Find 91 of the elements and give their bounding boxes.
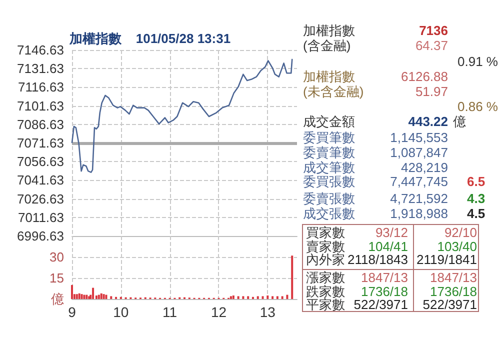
bar — [291, 256, 294, 299]
bar — [100, 293, 102, 299]
text: 1847/13 — [361, 270, 408, 285]
y-tick-label: 7041.63 — [17, 172, 64, 188]
y-tick-label: 7026.63 — [17, 191, 64, 206]
bar — [272, 296, 274, 299]
text: 522/3971 — [422, 297, 477, 312]
text: 委買張數 — [303, 174, 355, 189]
text: 漲家數 — [306, 270, 345, 285]
text: 成交張數 — [303, 206, 355, 221]
text: 賣家數 — [306, 239, 345, 254]
bar — [98, 294, 100, 299]
bar — [110, 296, 112, 299]
bar — [83, 294, 86, 299]
bar — [281, 296, 284, 299]
bar — [242, 296, 244, 299]
text: 6126.88 — [401, 69, 448, 84]
text: 428,219 — [401, 160, 448, 175]
bar — [286, 294, 288, 299]
text: 0.91 % — [458, 54, 498, 69]
text: 443.22 — [408, 114, 448, 129]
bar — [80, 294, 83, 299]
y-tick-label: 7056.63 — [17, 154, 64, 170]
text: (未含金融) — [303, 84, 364, 99]
bar — [71, 285, 73, 299]
text: 0.86 % — [458, 99, 498, 114]
text: 加權指數 — [303, 69, 355, 84]
bar — [78, 293, 80, 299]
line-series — [71, 58, 293, 173]
y-tick-label: 7131.63 — [17, 61, 64, 76]
text: 64.37 — [415, 38, 448, 53]
y-tick-label: 7116.63 — [18, 80, 64, 95]
bar — [105, 294, 108, 299]
bar — [76, 294, 78, 299]
bar — [266, 296, 269, 299]
y-tick-label: 7071.63 — [17, 136, 64, 150]
text: 買家數 — [306, 225, 345, 240]
y-tick-label: 6996.63 — [17, 228, 64, 244]
bar — [232, 296, 234, 299]
bar — [247, 296, 250, 299]
text: 7136 — [419, 23, 448, 38]
text: 1,087,847 — [390, 145, 448, 160]
text: 93/12 — [375, 225, 408, 240]
bar — [86, 294, 88, 299]
text: 4.5 — [467, 206, 486, 221]
text: 1,145,553 — [390, 130, 448, 145]
text: 1847/13 — [430, 270, 477, 285]
text: (含金融) — [303, 38, 351, 53]
text: 成交金額 — [303, 114, 355, 129]
y-tick-label: 7101.63 — [17, 98, 64, 114]
y-tick-label: 30 — [50, 250, 64, 264]
text: 委賣筆數 — [303, 145, 355, 160]
text: 成交筆數 — [303, 160, 355, 175]
y-tick-label: 7146.63 — [17, 42, 64, 58]
text: 跌家數 — [306, 284, 345, 299]
text: 51.97 — [415, 84, 448, 99]
y-tick-label: 7011.63 — [18, 210, 64, 225]
text: 億 — [453, 114, 466, 129]
text: 2119/1841 — [416, 252, 477, 267]
text: 內外家 — [306, 252, 345, 267]
bar — [102, 294, 105, 299]
y-tick-label: 億 — [51, 292, 64, 306]
text: 4,721,592 — [390, 191, 448, 206]
text: 522/3971 — [354, 297, 408, 312]
text: 103/40 — [437, 239, 477, 254]
text: 平家數 — [306, 297, 345, 312]
text: 92/10 — [444, 225, 477, 240]
chart-title: 加權指數 101/05/28 13:31 — [68, 31, 231, 46]
text: 1,918,988 — [390, 206, 448, 221]
text: 7,447,745 — [390, 174, 448, 189]
bar — [262, 296, 264, 299]
text: 加權指數 — [303, 23, 355, 38]
text: 1736/18 — [430, 284, 477, 299]
bar — [92, 288, 94, 299]
x-tick-label: 13 — [260, 304, 276, 320]
y-tick-label: 15 — [50, 270, 64, 286]
text: 1736/18 — [361, 284, 408, 299]
bar — [276, 296, 278, 299]
text: 104/41 — [368, 239, 408, 254]
bar — [256, 296, 259, 299]
text: 4.3 — [467, 191, 486, 206]
x-tick-label: 9 — [68, 304, 76, 320]
text: 6.5 — [467, 174, 486, 189]
bar — [237, 296, 240, 299]
text: 委買筆數 — [303, 130, 355, 145]
text: 委賣張數 — [303, 191, 355, 206]
x-tick-label: 10 — [113, 304, 129, 320]
x-tick-label: 12 — [210, 304, 227, 320]
text: 2118/1843 — [348, 252, 408, 267]
x-tick-label: 11 — [162, 304, 178, 320]
y-tick-label: 7086.63 — [17, 116, 64, 132]
